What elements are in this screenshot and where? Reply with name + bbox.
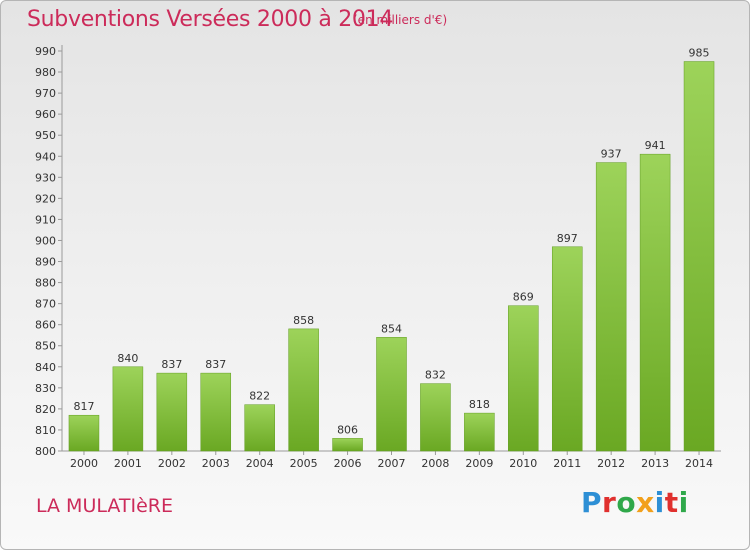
x-tick-label: 2011	[553, 457, 581, 470]
x-tick-label: 2010	[509, 457, 537, 470]
y-tick-label: 990	[35, 45, 56, 58]
y-tick-label: 950	[35, 129, 56, 142]
logo-letter: i	[654, 486, 665, 519]
x-tick-label: 2012	[597, 457, 625, 470]
chart-title: Subventions Versées 2000 à 2014	[27, 7, 394, 32]
y-tick-label: 970	[35, 87, 56, 100]
y-tick-label: 880	[35, 277, 56, 290]
bar	[376, 337, 407, 452]
logo-letter: o	[616, 486, 637, 519]
logo-letter: i	[678, 486, 689, 519]
bar	[639, 153, 671, 452]
x-tick-label: 2000	[70, 457, 98, 470]
data-label: 854	[381, 322, 402, 335]
x-tick-label: 2013	[641, 457, 669, 470]
proxiti-logo[interactable]: Proxiti	[581, 486, 689, 519]
bar	[156, 372, 188, 452]
x-tick-label: 2009	[465, 457, 493, 470]
bar	[288, 328, 319, 452]
x-tick-label: 2007	[378, 457, 406, 470]
data-label: 941	[645, 139, 666, 152]
y-tick-label: 800	[35, 445, 56, 458]
y-tick-label: 920	[35, 192, 56, 205]
y-tick-label: 910	[35, 213, 56, 226]
x-tick-label: 2006	[334, 457, 362, 470]
data-label: 840	[117, 352, 138, 365]
data-label: 837	[205, 358, 226, 371]
data-label: 897	[557, 232, 578, 245]
y-tick-label: 830	[35, 382, 56, 395]
data-label: 869	[513, 291, 534, 304]
bar	[332, 438, 363, 452]
chart-bars: 817 840 837 837 822 858 806 854 832 818 869 897 937 9…	[68, 47, 715, 452]
bar	[595, 162, 627, 452]
data-label: 858	[293, 314, 314, 327]
y-tick-label: 840	[35, 361, 56, 374]
y-tick-label: 860	[35, 319, 56, 332]
data-label: 806	[337, 423, 358, 436]
bar	[68, 414, 100, 452]
data-label: 937	[601, 148, 622, 161]
x-tick-label: 2002	[158, 457, 186, 470]
bar	[244, 404, 275, 452]
bar	[683, 61, 715, 452]
x-tick-label: 2001	[114, 457, 142, 470]
bar	[200, 372, 232, 452]
data-label: 817	[73, 400, 94, 413]
x-tick-label: 2003	[202, 457, 230, 470]
logo-letter: x	[636, 486, 655, 519]
y-tick-label: 930	[35, 171, 56, 184]
y-tick-label: 850	[35, 340, 56, 353]
commune-name: LA MULATIèRE	[36, 495, 174, 517]
logo-letter: t	[664, 486, 679, 519]
y-tick-label: 870	[35, 298, 56, 311]
y-tick-label: 890	[35, 256, 56, 269]
bar	[551, 246, 583, 452]
y-tick-label: 900	[35, 234, 56, 247]
x-tick-label: 2008	[421, 457, 449, 470]
chart-subtitle: (en milliers d'€)	[353, 13, 448, 27]
bar	[464, 412, 495, 452]
y-tick-label: 940	[35, 150, 56, 163]
bar	[112, 366, 144, 452]
bar	[508, 305, 539, 452]
x-tick-label: 2005	[290, 457, 318, 470]
chart-axes: 800 810 820 830 840 850 860 870 880 890 900 910 920 9…	[35, 45, 721, 470]
data-label: 985	[689, 47, 710, 60]
x-tick-label: 2004	[246, 457, 274, 470]
y-tick-label: 980	[35, 66, 56, 79]
logo-letter: r	[602, 486, 617, 519]
data-label: 837	[161, 358, 182, 371]
y-tick-label: 810	[35, 424, 56, 437]
y-tick-label: 820	[35, 403, 56, 416]
data-label: 822	[249, 390, 270, 403]
bar	[420, 383, 451, 452]
data-label: 818	[469, 398, 490, 411]
y-tick-label: 960	[35, 108, 56, 121]
x-tick-label: 2014	[685, 457, 713, 470]
data-label: 832	[425, 369, 446, 382]
logo-letter: P	[581, 486, 603, 519]
